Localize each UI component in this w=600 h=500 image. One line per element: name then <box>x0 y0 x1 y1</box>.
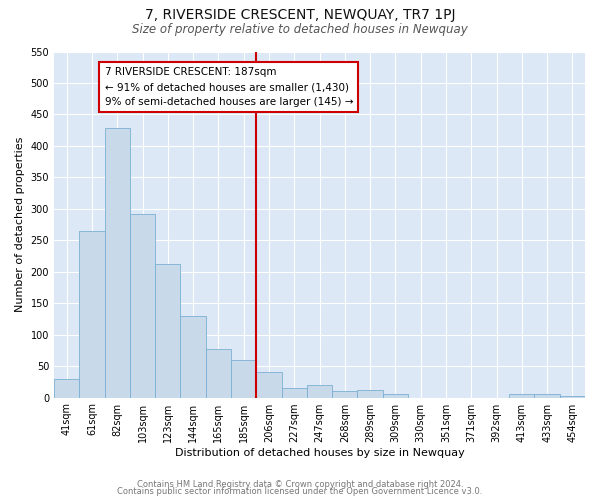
Bar <box>104 128 130 398</box>
Y-axis label: Number of detached properties: Number of detached properties <box>15 137 25 312</box>
Bar <box>256 372 281 398</box>
Text: 7 RIVERSIDE CRESCENT: 187sqm
← 91% of detached houses are smaller (1,430)
9% of : 7 RIVERSIDE CRESCENT: 187sqm ← 91% of de… <box>104 67 353 107</box>
Bar <box>54 378 79 398</box>
Text: Contains public sector information licensed under the Open Government Licence v3: Contains public sector information licen… <box>118 488 482 496</box>
Bar <box>206 349 231 398</box>
Bar <box>358 390 383 398</box>
X-axis label: Distribution of detached houses by size in Newquay: Distribution of detached houses by size … <box>175 448 464 458</box>
Text: Size of property relative to detached houses in Newquay: Size of property relative to detached ho… <box>132 22 468 36</box>
Bar <box>560 396 585 398</box>
Bar <box>79 231 104 398</box>
Bar <box>155 264 181 398</box>
Bar <box>535 394 560 398</box>
Bar <box>181 316 206 398</box>
Bar <box>383 394 408 398</box>
Bar <box>332 392 358 398</box>
Text: Contains HM Land Registry data © Crown copyright and database right 2024.: Contains HM Land Registry data © Crown c… <box>137 480 463 489</box>
Bar <box>231 360 256 398</box>
Bar <box>130 214 155 398</box>
Bar <box>307 385 332 398</box>
Bar <box>281 388 307 398</box>
Text: 7, RIVERSIDE CRESCENT, NEWQUAY, TR7 1PJ: 7, RIVERSIDE CRESCENT, NEWQUAY, TR7 1PJ <box>145 8 455 22</box>
Bar <box>509 394 535 398</box>
